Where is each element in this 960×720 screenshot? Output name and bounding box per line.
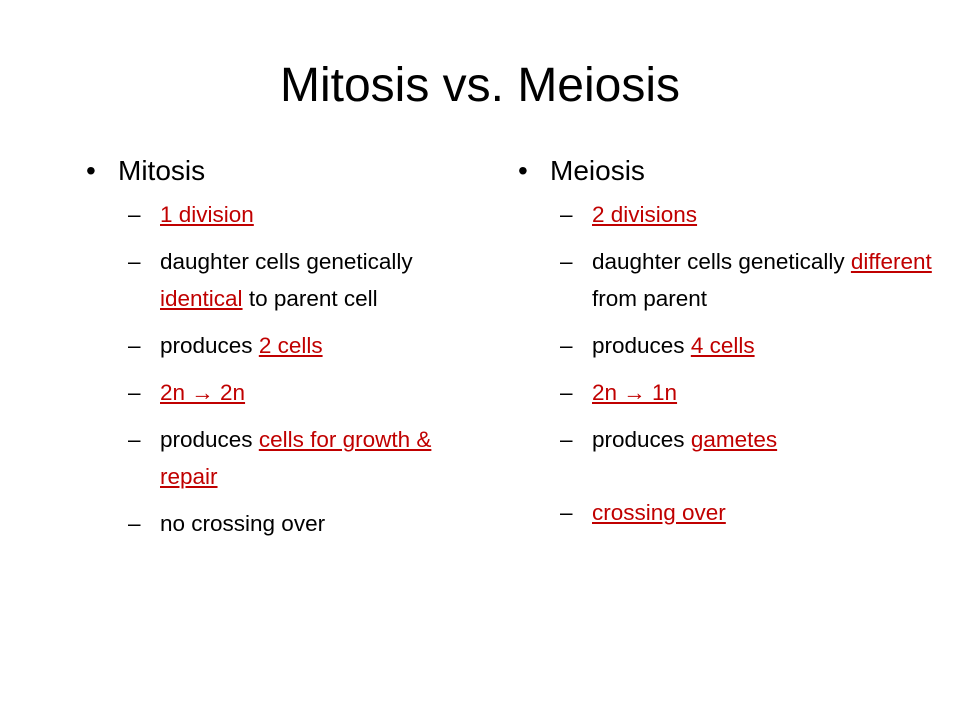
answer-text: 2n → 1n [592,380,678,405]
heading-text: Mitosis [118,155,206,186]
item-text: daughter cells genetically [160,249,413,274]
item-list: –2 divisions – daughter cells genetically … [518,196,938,531]
answer-text: different [850,249,932,274]
dash: – [560,202,573,227]
dash: – [128,333,141,358]
column: • Meiosis –2 divisions – daughter cells gene… [518,150,938,541]
list-item: –2n → 2n [128,374,466,411]
list-item: – produces gametes [560,421,938,458]
dash: – [128,249,141,274]
answer-text: 2n → 2n [160,380,246,405]
item-list: –1 division – daughter cells genetically i… [86,196,466,542]
item-text: no crossing over [160,511,326,536]
list-item: – produces 2 cells [128,327,466,364]
dash: – [560,427,573,452]
column-heading: • Meiosis [518,150,938,192]
item-text: produces [160,427,259,452]
answer-text: 1 division [160,202,254,227]
list-item: –1 division [128,196,466,233]
answer-text: cells for growth & repair [160,427,432,489]
dash: – [560,249,573,274]
list-item: –2 divisions [560,196,938,233]
column: • Mitosis –1 division – daughter cells genet… [86,150,466,552]
list-item: – produces cells for growth & repair [128,421,466,495]
answer-text: 4 cells [690,333,755,358]
heading-text: Meiosis [550,155,645,186]
list-item: –2n → 1n [560,374,938,411]
answer-text: 2 divisions [592,202,698,227]
bullet: • [86,155,96,186]
item-text: produces [592,333,691,358]
dash: – [560,380,573,405]
answer-text: crossing over [592,500,726,525]
answer-text: identical [160,286,243,311]
answer-text: gametes [690,427,778,452]
list-item: – crossing over [560,494,938,531]
bullet: • [518,155,528,186]
slide-title: Mitosis vs. Meiosis [279,59,681,112]
dash: – [128,380,141,405]
item-text: produces [160,333,259,358]
list-item: – daughter cells genetically identical to… [128,243,466,317]
item-text: daughter cells genetically [592,249,851,274]
answer-text: 2 cells [258,333,323,358]
item-text: produces [592,427,691,452]
item-text: to parent cell [242,286,378,311]
dash: – [560,333,573,358]
column-heading: • Mitosis [86,150,466,192]
dash: – [128,427,141,452]
item-text: from parent [592,286,708,311]
list-item: – daughter cells genetically different fr… [560,243,938,317]
dash: – [128,202,141,227]
dash: – [128,511,141,536]
list-item: – produces 4 cells [560,327,938,364]
list-item: – no crossing over [128,505,466,542]
dash: – [560,500,573,525]
